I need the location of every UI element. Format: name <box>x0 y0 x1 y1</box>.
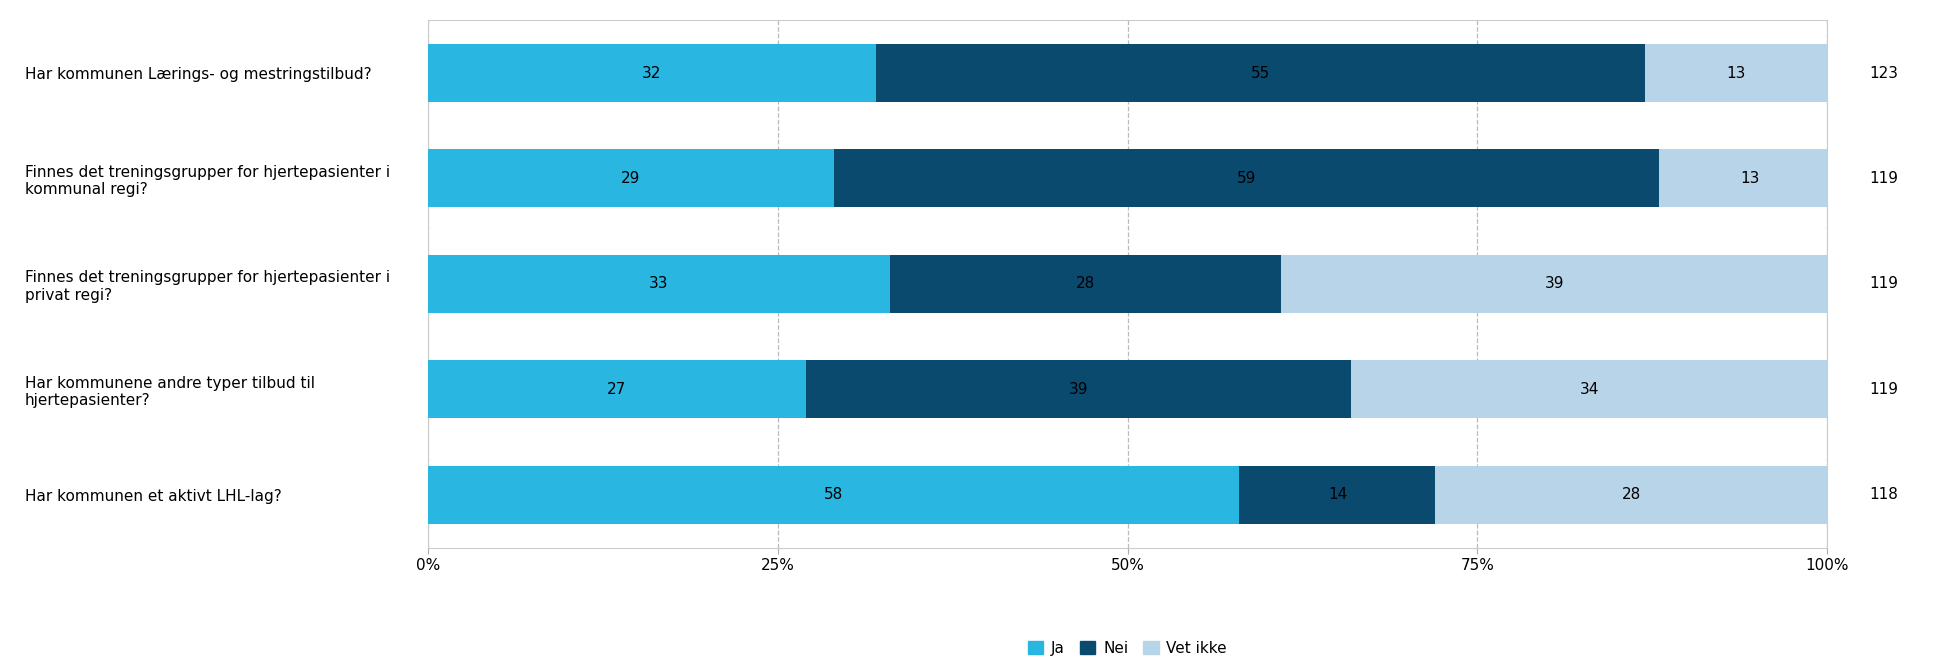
Bar <box>805 360 1351 418</box>
Text: 28: 28 <box>1075 277 1094 291</box>
Text: 39: 39 <box>1545 277 1565 291</box>
Bar <box>1435 466 1827 524</box>
Text: 39: 39 <box>1069 382 1089 397</box>
Text: 32: 32 <box>642 65 661 81</box>
Text: 55: 55 <box>1250 65 1269 81</box>
Text: 34: 34 <box>1580 382 1600 397</box>
Text: 119: 119 <box>1870 171 1899 186</box>
Text: 13: 13 <box>1740 171 1759 186</box>
Legend: Ja, Nei, Vet ikke: Ja, Nei, Vet ikke <box>1023 635 1232 662</box>
Bar <box>428 255 890 313</box>
Text: 29: 29 <box>620 171 640 186</box>
Bar <box>428 466 1240 524</box>
Bar <box>428 150 834 208</box>
Text: 118: 118 <box>1870 487 1897 502</box>
Text: 13: 13 <box>1726 65 1746 81</box>
Bar <box>1645 44 1827 102</box>
Bar <box>1351 360 1827 418</box>
Bar <box>834 150 1660 208</box>
Text: 33: 33 <box>649 277 669 291</box>
Text: 27: 27 <box>607 382 626 397</box>
Bar <box>1660 150 1841 208</box>
Bar <box>428 44 875 102</box>
Text: 119: 119 <box>1870 277 1899 291</box>
Text: 59: 59 <box>1236 171 1256 186</box>
Text: 14: 14 <box>1328 487 1347 502</box>
Bar <box>890 255 1281 313</box>
Text: 28: 28 <box>1621 487 1641 502</box>
Text: 123: 123 <box>1870 65 1899 81</box>
Bar <box>1240 466 1435 524</box>
Bar <box>428 360 805 418</box>
Bar <box>875 44 1645 102</box>
Text: 119: 119 <box>1870 382 1899 397</box>
Text: 58: 58 <box>824 487 844 502</box>
Bar <box>1281 255 1827 313</box>
